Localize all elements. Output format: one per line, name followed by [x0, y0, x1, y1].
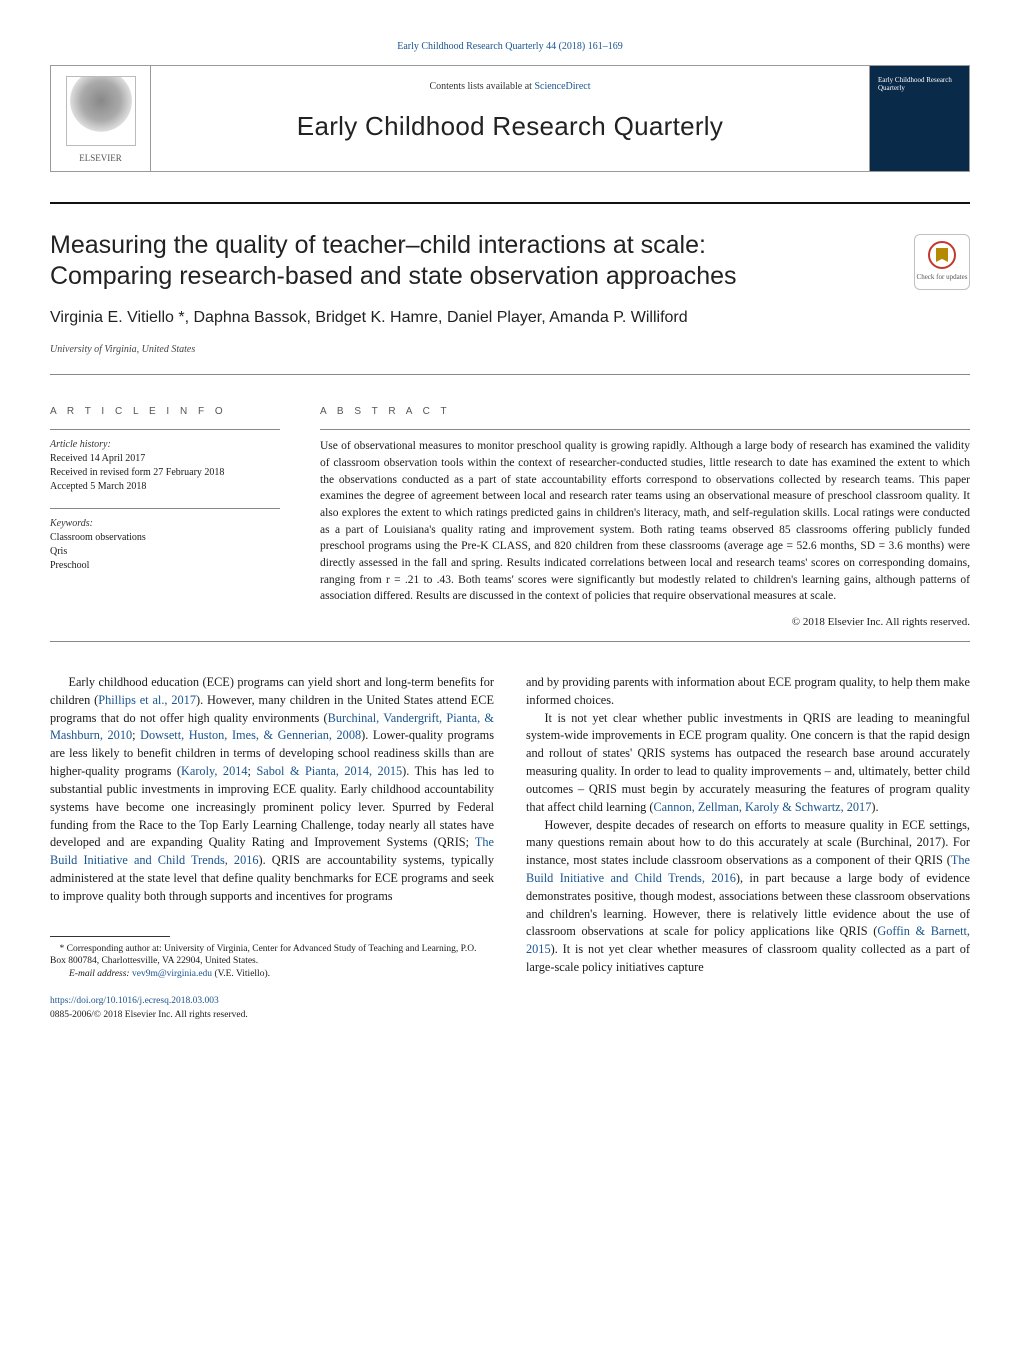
- publisher-logo: ELSEVIER: [51, 66, 151, 171]
- body-paragraph-2: and by providing parents with informatio…: [526, 674, 970, 710]
- check-updates-badge[interactable]: Check for updates: [914, 234, 970, 290]
- contents-line: Contents lists available at ScienceDirec…: [161, 80, 859, 95]
- body-text: It is not yet clear whether public inves…: [526, 711, 970, 814]
- check-updates-icon: [928, 241, 956, 269]
- citation-link[interactable]: Sabol & Pianta, 2014, 2015: [256, 764, 402, 778]
- abstract-copyright: © 2018 Elsevier Inc. All rights reserved…: [320, 615, 970, 631]
- keywords-label: Keywords:: [50, 517, 280, 531]
- cover-thumb-text: Early Childhood Research Quarterly: [878, 76, 961, 92]
- contents-prefix: Contents lists available at: [429, 81, 534, 92]
- abstract-rule: [50, 641, 970, 642]
- running-head: Early Childhood Research Quarterly 44 (2…: [50, 40, 970, 55]
- article-info: a r t i c l e i n f o Article history: R…: [50, 405, 280, 631]
- keyword-3: Preschool: [50, 559, 280, 573]
- abstract: a b s t r a c t Use of observational mea…: [320, 405, 970, 631]
- body-text: ;: [132, 728, 140, 742]
- sciencedirect-link[interactable]: ScienceDirect: [534, 81, 590, 92]
- journal-header-center: Contents lists available at ScienceDirec…: [151, 66, 869, 171]
- publisher-name: ELSEVIER: [79, 152, 122, 165]
- abstract-heading: a b s t r a c t: [320, 405, 970, 420]
- corr-text: * Corresponding author at: University of…: [50, 943, 494, 969]
- article-history: Article history: Received 14 April 2017 …: [50, 438, 280, 494]
- body-paragraph-4: However, despite decades of research on …: [526, 817, 970, 977]
- article-info-heading: a r t i c l e i n f o: [50, 405, 280, 420]
- body-text: ).: [871, 800, 878, 814]
- citation-link[interactable]: Phillips et al., 2017: [98, 693, 196, 707]
- corresponding-author-footnote: * Corresponding author at: University of…: [50, 943, 494, 981]
- citation-link[interactable]: Cannon, Zellman, Karoly & Schwartz, 2017: [653, 800, 871, 814]
- history-accepted: Accepted 5 March 2018: [50, 480, 280, 494]
- history-label: Article history:: [50, 438, 280, 452]
- title-line-2: Comparing research-based and state obser…: [50, 262, 737, 290]
- title-line-1: Measuring the quality of teacher–child i…: [50, 231, 706, 259]
- abstract-text: Use of observational measures to monitor…: [320, 438, 970, 605]
- keyword-1: Classroom observations: [50, 531, 280, 545]
- issn-copyright: 0885-2006/© 2018 Elsevier Inc. All right…: [50, 1010, 248, 1020]
- article-title: Measuring the quality of teacher–child i…: [50, 230, 850, 293]
- history-revised: Received in revised form 27 February 201…: [50, 466, 280, 480]
- article-body: Early childhood education (ECE) programs…: [50, 674, 970, 1023]
- article-info-row: a r t i c l e i n f o Article history: R…: [50, 391, 970, 631]
- doi-link[interactable]: https://doi.org/10.1016/j.ecresq.2018.03…: [50, 996, 219, 1006]
- article-head: Measuring the quality of teacher–child i…: [50, 204, 970, 374]
- body-paragraph-3: It is not yet clear whether public inves…: [526, 710, 970, 817]
- doi-block: https://doi.org/10.1016/j.ecresq.2018.03…: [50, 995, 494, 1023]
- history-received: Received 14 April 2017: [50, 452, 280, 466]
- elsevier-tree-icon: [66, 76, 136, 146]
- affiliation: University of Virginia, United States: [50, 343, 970, 358]
- keyword-2: Qris: [50, 545, 280, 559]
- email-suffix: (V.E. Vitiello).: [212, 969, 270, 979]
- body-text: However, despite decades of research on …: [526, 818, 970, 868]
- journal-title: Early Childhood Research Quarterly: [161, 108, 859, 146]
- running-head-link[interactable]: Early Childhood Research Quarterly 44 (2…: [397, 41, 623, 52]
- citation-link[interactable]: Karoly, 2014: [181, 764, 248, 778]
- body-text: ). It is not yet clear whether measures …: [526, 942, 970, 974]
- check-updates-label: Check for updates: [917, 272, 968, 282]
- journal-cover-thumb: Early Childhood Research Quarterly: [869, 66, 969, 171]
- head-rule: [50, 374, 970, 375]
- body-paragraph-1: Early childhood education (ECE) programs…: [50, 674, 494, 906]
- citation-link[interactable]: Dowsett, Huston, Imes, & Gennerian, 2008: [140, 728, 361, 742]
- keywords: Keywords: Classroom observations Qris Pr…: [50, 517, 280, 573]
- footnote-separator: [50, 936, 170, 937]
- email-label: E-mail address:: [69, 969, 132, 979]
- author-list: Virginia E. Vitiello *, Daphna Bassok, B…: [50, 306, 970, 329]
- author-email-link[interactable]: vev9m@virginia.edu: [132, 969, 212, 979]
- journal-header: ELSEVIER Contents lists available at Sci…: [50, 65, 970, 172]
